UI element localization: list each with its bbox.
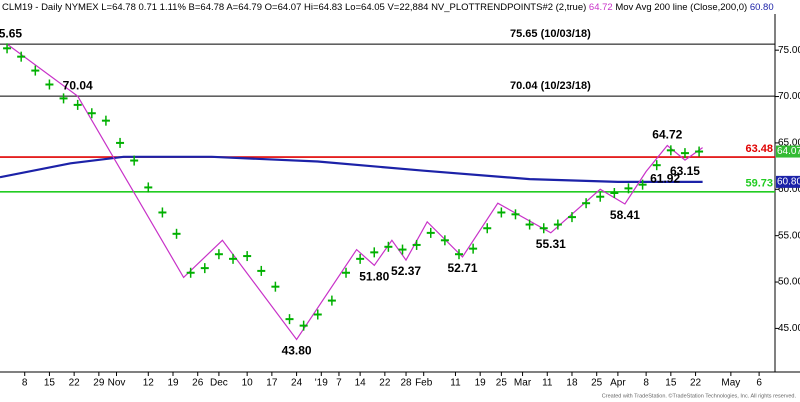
trend-point-label: 61.92	[650, 172, 680, 186]
last-value-label: 64.07	[777, 146, 800, 157]
footer: Created with TradeStation. ©TradeStation…	[602, 392, 797, 399]
x-tick-label: Mar	[514, 378, 532, 389]
last-value-box	[776, 175, 800, 188]
y-tick-label: 45.00	[778, 323, 800, 334]
header-item: 60.80	[750, 2, 774, 13]
header-item: NV_PLOTTRENDPOINTS#2 (2,true)	[431, 2, 586, 13]
trend-point-label: 43.80	[282, 344, 312, 358]
x-tick-label: 19	[475, 378, 487, 389]
x-tick-label: 12	[143, 378, 155, 389]
header-item: Hi=64.83	[304, 2, 342, 13]
x-tick-label: 24	[291, 378, 303, 389]
trend-point-label: 64.72	[652, 128, 682, 142]
x-tick-label: Feb	[415, 378, 433, 389]
level-label: 70.04 (10/23/18)	[510, 80, 591, 92]
x-tick-label: 22	[690, 378, 702, 389]
header-item: Lo=64.05	[345, 2, 385, 13]
trend-point-label: 70.04	[63, 78, 93, 92]
header-item: 1.11%	[160, 2, 187, 13]
x-tick-label: 22	[69, 378, 81, 389]
last-value-box	[776, 145, 800, 158]
header-item: CLM19 - Daily	[2, 2, 62, 13]
level-value: 63.48	[745, 143, 773, 155]
x-tick-label: 15	[665, 378, 677, 389]
trend-point-label: 52.37	[391, 264, 421, 278]
level-label: 75.65 (10/03/18)	[510, 28, 591, 40]
trend-point-label: 51.80	[359, 270, 389, 284]
x-tick-label: May	[721, 378, 740, 389]
header-item: Mov Avg 200 line (Close,200,0)	[615, 2, 747, 13]
x-tick-label: 28	[400, 378, 412, 389]
y-tick-label: 70.00	[778, 91, 800, 102]
x-tick-label: 17	[266, 378, 278, 389]
x-tick-label: Dec	[210, 378, 228, 389]
header-item: O=64.07	[265, 2, 302, 13]
header-item: 0.71	[139, 2, 158, 13]
header-item: NYMEX	[65, 2, 99, 13]
trend-point-label: 58.41	[610, 208, 640, 222]
x-tick-label: 18	[566, 378, 578, 389]
level-value: 59.73	[745, 178, 773, 190]
trend-point-label: 75.65	[0, 26, 22, 40]
trend-point-label: 52.71	[448, 261, 478, 275]
header-item: V=22,884	[387, 2, 428, 13]
header: CLM19 - Daily NYMEX L=64.78 0.71 1.11% B…	[2, 2, 774, 13]
y-tick-label: 65.00	[778, 138, 800, 149]
header-text: CLM19 - Daily NYMEX L=64.78 0.71 1.11% B…	[2, 2, 774, 13]
x-tick-label: 22	[379, 378, 391, 389]
y-tick-label: 60.00	[778, 184, 800, 195]
x-tick-label: 8	[643, 378, 649, 389]
header-item: A=64.79	[226, 2, 262, 13]
x-tick-label: 7	[336, 378, 342, 389]
trend-point-label: 63.15	[670, 164, 700, 178]
x-tick-label: Nov	[108, 378, 126, 389]
y-tick-label: 55.00	[778, 230, 800, 241]
x-tick-label: 10	[242, 378, 254, 389]
header-item: B=64.78	[189, 2, 225, 13]
x-tick-label: 25	[496, 378, 508, 389]
x-tick-label: 26	[192, 378, 204, 389]
trend-point-label: 55.31	[536, 237, 566, 251]
x-tick-label: 6	[756, 378, 762, 389]
trend-line	[6, 43, 703, 341]
x-tick-label: 14	[355, 378, 367, 389]
last-value-label: 60.80	[777, 177, 800, 188]
y-tick-label: 50.00	[778, 277, 800, 288]
x-tick-label: 8	[22, 378, 28, 389]
moving-average-line	[0, 155, 703, 183]
x-tick-label: 15	[44, 378, 56, 389]
x-tick-label: Apr	[610, 378, 626, 389]
x-tick-label: 19	[167, 378, 179, 389]
header-item: 64.72	[589, 2, 613, 13]
x-tick-label: 25	[591, 378, 603, 389]
x-tick-label: 29	[93, 378, 105, 389]
x-tick-label: '19	[315, 378, 328, 389]
x-tick-label: 11	[542, 378, 553, 389]
x-tick-label: 11	[450, 378, 461, 389]
header-item: L=64.78	[101, 2, 136, 13]
y-tick-label: 75.00	[778, 45, 800, 56]
